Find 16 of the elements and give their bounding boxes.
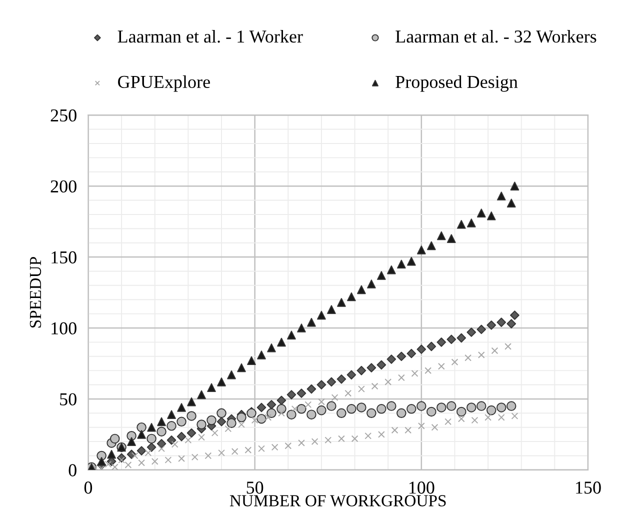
x-tick-label: 150 [576, 482, 601, 494]
legend-label: Laarman et al. - 32 Workers [396, 30, 596, 43]
y-tick-label: 100 [52, 322, 76, 334]
x-tick-label: 0 [84, 482, 92, 494]
x-tick-label: 100 [409, 482, 434, 494]
y-tick-label: 150 [52, 251, 76, 264]
legend-label: Laarman et al. - 1 Worker [118, 30, 303, 43]
x-tick-label: 50 [246, 482, 264, 494]
legend-label: Proposed Design [396, 75, 518, 92]
legend-label: GPUExplore [118, 75, 210, 92]
y-tick-label: 50 [60, 393, 76, 406]
y-tick-label: 250 [50, 109, 76, 122]
y-tick-label: 0 [68, 464, 76, 476]
x-axis-title: NUMBER OF WORKGROUPS [230, 495, 446, 506]
y-axis-title: SPEEDUP [30, 257, 42, 328]
y-tick-label: 200 [50, 180, 76, 193]
